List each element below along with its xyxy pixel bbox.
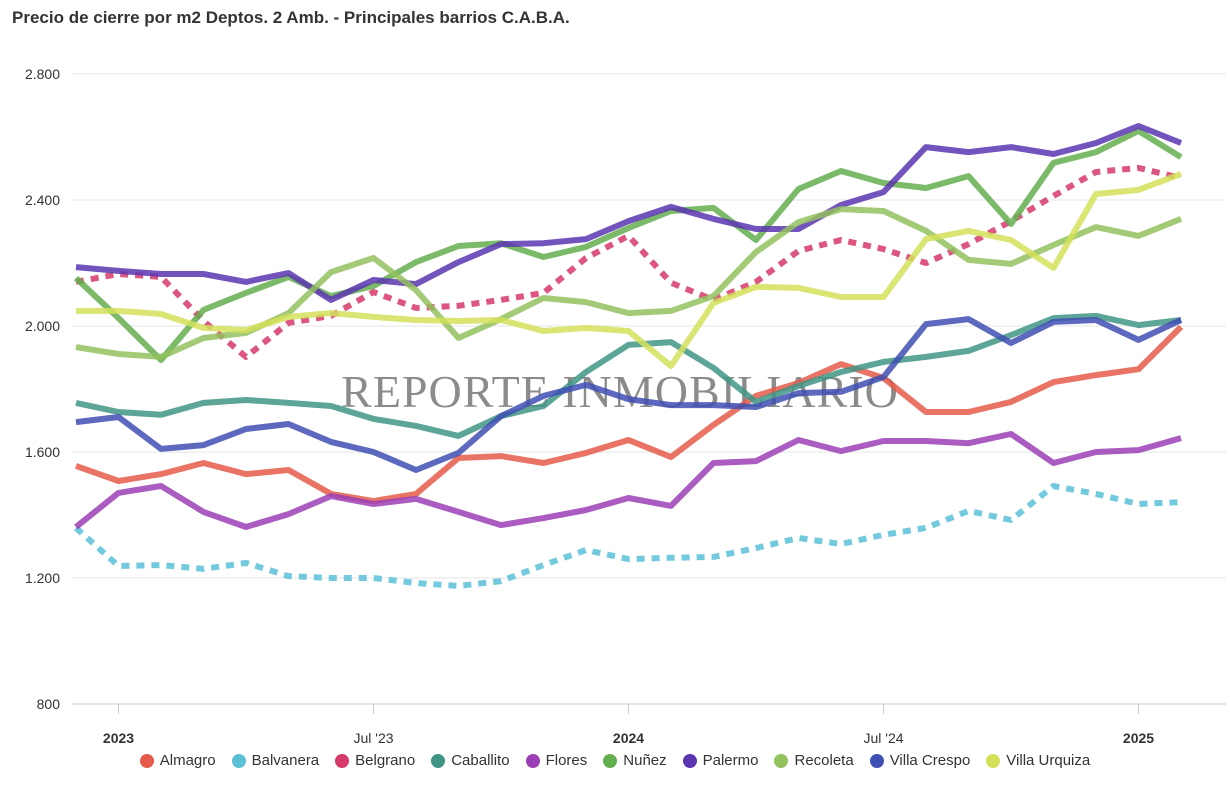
- legend-marker-icon: [869, 753, 884, 768]
- legend-label: Belgrano: [355, 752, 416, 769]
- legend-item-almagro[interactable]: Almagro: [139, 752, 216, 769]
- x-tick-label: 2024: [613, 730, 644, 746]
- series-line-villa-crespo[interactable]: [75, 316, 1183, 473]
- series-line-almagro[interactable]: [74, 324, 1184, 505]
- legend-label: Villa Urquiza: [1006, 752, 1091, 769]
- x-axis: 2023 Jul '23 2024 Jul '24 2025: [103, 704, 1154, 746]
- y-tick-label: 800: [37, 696, 61, 712]
- legend-item-villa-urquiza[interactable]: Villa Urquiza: [986, 752, 1090, 769]
- legend-label: Flores: [545, 752, 588, 769]
- legend-label: Recoleta: [794, 752, 854, 769]
- legend-marker-icon: [139, 753, 154, 768]
- series-line-nunez[interactable]: [73, 128, 1183, 363]
- x-tick-label: Jul '24: [863, 730, 903, 746]
- chart-title: Precio de cierre por m2 Deptos. 2 Amb. -…: [12, 8, 570, 27]
- x-tick-label: 2023: [103, 730, 134, 746]
- legend-label: Balvanera: [251, 752, 320, 769]
- series-line-villa-urquiza[interactable]: [76, 171, 1183, 369]
- series-line-balvanera[interactable]: [73, 483, 1182, 589]
- legend-item-villa-crespo[interactable]: Villa Crespo: [869, 752, 971, 769]
- legend-marker-icon: [774, 753, 789, 768]
- legend-item-caballito[interactable]: Caballito: [431, 752, 510, 769]
- legend-marker-icon: [603, 753, 618, 768]
- legend-item-recoleta[interactable]: Recoleta: [774, 752, 854, 769]
- legend-label: Nuñez: [623, 752, 667, 769]
- legend-item-nunez[interactable]: Nuñez: [603, 752, 667, 769]
- y-axis: 800 1.200 1.600 2.000 2.400 2.800: [25, 66, 60, 712]
- y-tick-label: 1.600: [25, 444, 60, 460]
- series-line-caballito[interactable]: [75, 312, 1182, 439]
- x-tick-label: Jul '23: [353, 730, 393, 746]
- y-tick-label: 2.000: [25, 318, 60, 334]
- legend-label: Caballito: [451, 752, 510, 769]
- legend-marker-icon: [525, 753, 540, 768]
- series-lines: [73, 123, 1184, 589]
- y-tick-label: 1.200: [25, 570, 60, 586]
- legend-marker-icon: [231, 753, 246, 768]
- x-tick-label: 2025: [1123, 730, 1154, 746]
- legend-marker-icon: [431, 753, 446, 768]
- legend-item-balvanera[interactable]: Balvanera: [231, 752, 320, 769]
- legend-marker-icon: [682, 753, 697, 768]
- series-line-palermo[interactable]: [75, 123, 1183, 303]
- legend-marker-icon: [335, 753, 350, 768]
- legend-item-flores[interactable]: Flores: [525, 752, 588, 769]
- legend-label: Palermo: [702, 752, 759, 769]
- legend-item-belgrano[interactable]: Belgrano: [335, 752, 415, 769]
- legend-item-palermo[interactable]: Palermo: [682, 752, 759, 769]
- legend-label: Almagro: [159, 752, 216, 769]
- legend-label: Villa Crespo: [889, 752, 971, 769]
- y-tick-label: 2.400: [25, 192, 60, 208]
- series-line-flores[interactable]: [74, 431, 1182, 530]
- legend-marker-icon: [986, 753, 1001, 768]
- y-tick-label: 2.800: [25, 66, 60, 82]
- line-chart: 800 1.200 1.600 2.000 2.400 2.800 2023 Jul '23…: [25, 66, 1226, 746]
- legend: Almagro Balvanera Belgrano Caballito Flores N…: [0, 752, 1230, 769]
